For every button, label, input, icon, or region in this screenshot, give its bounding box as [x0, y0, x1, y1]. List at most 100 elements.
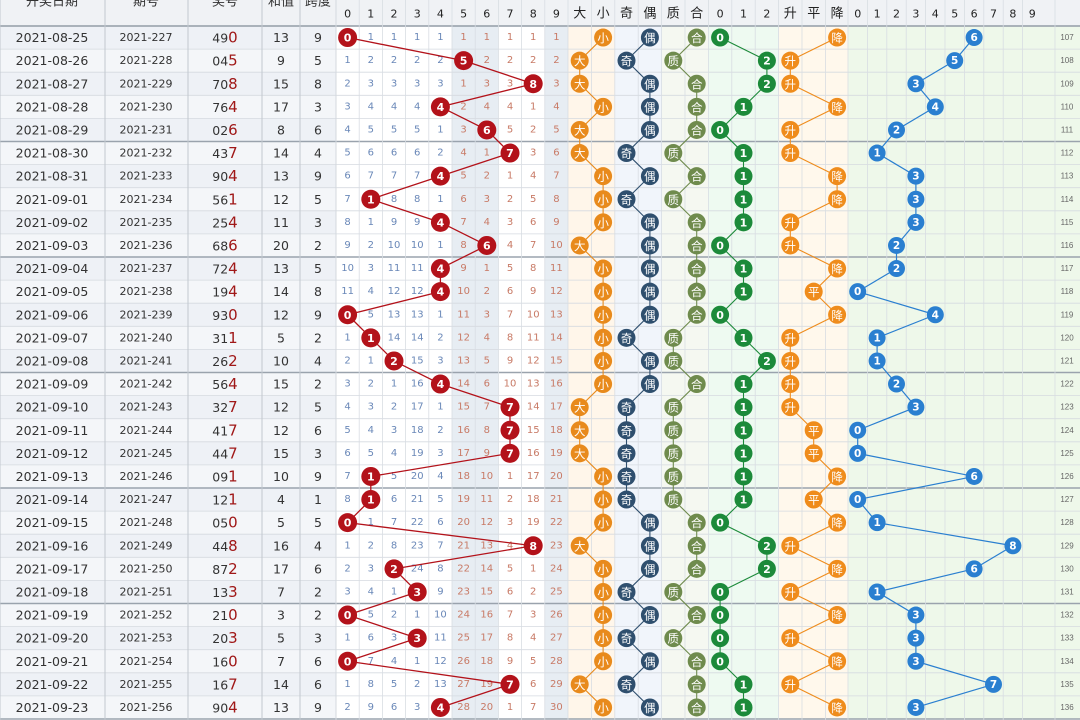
attr-ball: 质 [664, 467, 683, 486]
omission-count: 18 [480, 656, 493, 667]
omission-count: 1 [414, 610, 420, 621]
digit-ball: 8 [523, 74, 543, 94]
digit-ball-label: 1 [367, 193, 375, 206]
omission-count: 2 [344, 702, 350, 713]
attr-ball-label: 偶 [644, 308, 656, 322]
omission-count: 3 [344, 586, 350, 597]
omission-count: 12 [457, 332, 470, 343]
mod3-ball: 2 [757, 559, 776, 578]
omission-count: 4 [368, 286, 374, 297]
attr-ball-label: 奇 [621, 401, 633, 415]
omission-count: 5 [368, 124, 374, 135]
omission-count: 21 [411, 494, 424, 505]
digit-ball-label: 7 [506, 401, 514, 414]
attr-ball: 降 [828, 467, 847, 486]
attr-ball: 质 [664, 582, 683, 601]
row-issue: 2021-253 [120, 632, 173, 645]
column-header-28: 6 [971, 8, 978, 21]
left-header-3: 和值 [268, 0, 294, 10]
attr-ball: 平 [804, 282, 823, 301]
omission-count: 5 [344, 425, 350, 436]
digit-ball: 7 [500, 443, 520, 463]
attr-ball-label: 大 [574, 678, 586, 692]
attr-ball-label: 偶 [644, 100, 656, 114]
omission-count: 3 [344, 379, 350, 390]
row-date: 2021-09-03 [16, 238, 89, 253]
omission-count: 2 [530, 55, 536, 66]
period-counter-cell: 107 [1060, 33, 1074, 42]
omission-count: 24 [457, 610, 470, 621]
attr-ball: 质 [664, 398, 683, 417]
omission-count: 2 [437, 55, 443, 66]
omission-count: 8 [344, 494, 350, 505]
row-number: 262 [212, 352, 237, 370]
digit-ball-label: 0 [344, 309, 352, 322]
attr-ball-label: 合 [691, 77, 703, 91]
digit-ball: 2 [384, 351, 404, 371]
attr-ball-label: 小 [597, 609, 609, 623]
column-header-4: 4 [437, 8, 444, 21]
digit-ball: 0 [338, 651, 358, 671]
omission-count: 2 [344, 355, 350, 366]
attr-ball: 合 [687, 236, 706, 255]
attr-ball: 合 [687, 652, 706, 671]
mod3-ball: 1 [734, 97, 753, 116]
attr-ball-label: 小 [597, 562, 609, 576]
row-issue: 2021-254 [120, 655, 173, 668]
row-issue: 2021-237 [120, 262, 173, 275]
attr-ball-label: 奇 [621, 331, 633, 345]
row-sum: 17 [273, 99, 289, 114]
attr-ball-label: 合 [691, 123, 703, 137]
column-header-22: 0 [854, 8, 861, 21]
right-ball: 5 [946, 52, 964, 70]
omission-count: 3 [391, 78, 397, 89]
right-ball-label: 0 [854, 494, 861, 506]
mod3-balls: 0 2 2 1 0 1 1 1 1 0 1 1 0 1 2 1 1 1 1 1 1 0 2 2 0 0 0 0 1 1 [711, 28, 776, 717]
row-span: 5 [314, 192, 322, 207]
omission-count: 17 [550, 402, 563, 413]
attr-ball: 小 [594, 375, 613, 394]
row-sum: 14 [273, 284, 289, 299]
right-ball-label: 4 [932, 309, 939, 321]
omission-count: 2 [368, 55, 374, 66]
omission-count: 3 [391, 425, 397, 436]
attr-ball: 降 [828, 259, 847, 278]
omission-count: 2 [391, 402, 397, 413]
omission-count: 15 [411, 355, 424, 366]
row-issue: 2021-251 [120, 585, 173, 598]
omission-count: 4 [530, 633, 536, 644]
column-header-25: 3 [912, 8, 919, 21]
digit-ball: 6 [477, 120, 497, 140]
omission-count: 21 [457, 540, 470, 551]
row-sum: 13 [273, 30, 289, 45]
omission-count: 2 [484, 286, 490, 297]
period-counter-cell: 111 [1061, 125, 1074, 134]
omission-count: 4 [344, 124, 350, 135]
omission-count: 6 [530, 217, 536, 228]
attr-ball-label: 降 [831, 516, 843, 530]
attr-ball: 降 [828, 513, 847, 532]
omission-count: 14 [550, 332, 563, 343]
omission-count: 1 [484, 32, 490, 43]
attr-ball-label: 小 [597, 31, 609, 45]
omission-count: 5 [368, 448, 374, 459]
omission-count: 27 [457, 679, 470, 690]
omission-count: 7 [368, 171, 374, 182]
right-ball: 1 [868, 583, 886, 601]
attr-ball-label: 偶 [644, 701, 656, 715]
attr-ball: 奇 [617, 328, 636, 347]
attr-ball-label: 合 [691, 655, 703, 669]
mod3-ball: 2 [757, 74, 776, 93]
attr-ball: 质 [664, 490, 683, 509]
period-counter-cell: 121 [1060, 356, 1074, 365]
omission-count: 13 [434, 679, 447, 690]
omission-count: 4 [391, 101, 397, 112]
attr-ball-label: 大 [574, 401, 586, 415]
attr-ball: 偶 [640, 213, 659, 232]
attr-ball-label: 合 [691, 100, 703, 114]
attr-ball: 偶 [640, 513, 659, 532]
attr-ball: 偶 [640, 559, 659, 578]
mod3-ball: 1 [734, 398, 753, 417]
